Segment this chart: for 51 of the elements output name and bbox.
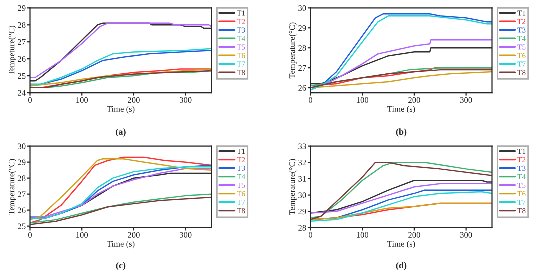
y-tick-label: 27 bbox=[18, 192, 26, 198]
y-axis-title: Temperature(°C) bbox=[8, 159, 16, 216]
text: (b) bbox=[396, 128, 407, 137]
y-tick-label: 25 bbox=[18, 224, 26, 230]
x-tick-label: 300 bbox=[180, 232, 192, 238]
x-tick-label: 100 bbox=[357, 232, 369, 238]
y-tick-label: 26 bbox=[18, 56, 26, 62]
x-tick-label: 100 bbox=[76, 97, 88, 104]
y-tick-label: 27 bbox=[18, 39, 26, 45]
y-tick-label: 29 bbox=[298, 208, 306, 215]
y-tick-label: 32 bbox=[298, 160, 306, 166]
x-tick-label: 100 bbox=[76, 232, 88, 238]
y-tick-label: 25 bbox=[18, 73, 26, 80]
y-tick-label: 26 bbox=[18, 208, 26, 214]
x-tick-label: 0 bbox=[28, 97, 32, 104]
x-tick-label: 100 bbox=[357, 97, 369, 104]
y-tick-label: 28 bbox=[298, 225, 306, 231]
y-tick-label: 26 bbox=[298, 85, 306, 92]
text: (c) bbox=[116, 262, 126, 270]
x-axis-title: Time (s) bbox=[107, 106, 135, 114]
x-tick-label: 200 bbox=[408, 232, 420, 238]
y-tick-label: 31 bbox=[298, 176, 306, 182]
x-tick-label: 200 bbox=[128, 97, 140, 104]
y-tick-label: 27 bbox=[298, 65, 306, 71]
text: (d) bbox=[396, 262, 407, 270]
x-tick-label: 200 bbox=[128, 232, 140, 238]
y-tick-label: 28 bbox=[298, 45, 306, 52]
y-tick-label: 30 bbox=[298, 6, 306, 12]
y-axis-title: Temperature(°C) bbox=[289, 159, 297, 216]
y-axis-title: Temperature(°C) bbox=[289, 22, 297, 79]
y-tick-label: 29 bbox=[18, 160, 26, 166]
x-tick-label: 0 bbox=[28, 232, 32, 238]
text: (a) bbox=[116, 128, 126, 137]
y-axis-title: Tempeture(°C) bbox=[8, 26, 16, 76]
y-tick-label: 24 bbox=[18, 90, 26, 96]
x-axis-title: Time (s) bbox=[107, 241, 135, 249]
y-tick-label: 29 bbox=[298, 26, 306, 32]
x-tick-label: 0 bbox=[308, 97, 313, 104]
x-tick-label: 300 bbox=[460, 97, 472, 104]
y-tick-label: 29 bbox=[18, 6, 26, 12]
x-tick-label: 300 bbox=[180, 97, 192, 104]
x-axis-title: Time (s) bbox=[388, 241, 416, 249]
x-tick-label: 0 bbox=[308, 232, 313, 238]
x-axis-title: Time (s) bbox=[388, 106, 416, 114]
y-tick-label: 30 bbox=[18, 144, 26, 150]
y-tick-label: 30 bbox=[298, 192, 306, 198]
y-tick-label: 28 bbox=[18, 176, 26, 182]
y-tick-label: 28 bbox=[18, 22, 26, 28]
x-tick-label: 300 bbox=[460, 232, 472, 238]
y-tick-label: 33 bbox=[298, 144, 306, 150]
x-tick-label: 200 bbox=[408, 97, 420, 104]
